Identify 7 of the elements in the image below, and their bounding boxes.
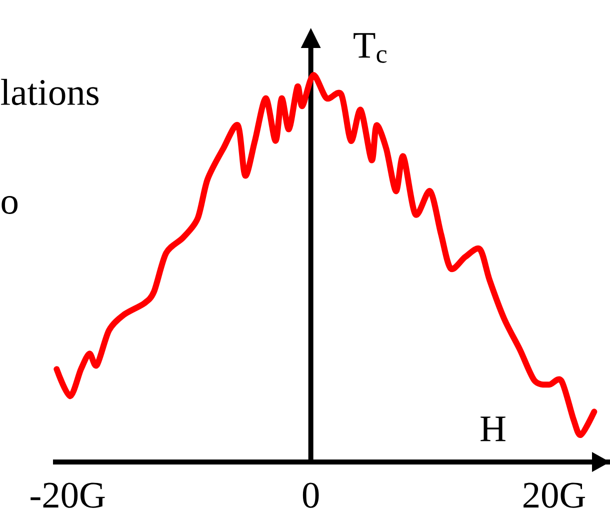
y-axis-title: T$_{c}$ xyxy=(354,33,387,63)
x-tick-label: 20G xyxy=(524,482,586,508)
x-axis-title: H xyxy=(480,416,506,442)
annotation: lations xyxy=(1,78,98,106)
x-tick-label: 0 xyxy=(302,482,319,508)
text: o xyxy=(2,196,18,214)
x-tick-label: -20G xyxy=(30,482,105,508)
